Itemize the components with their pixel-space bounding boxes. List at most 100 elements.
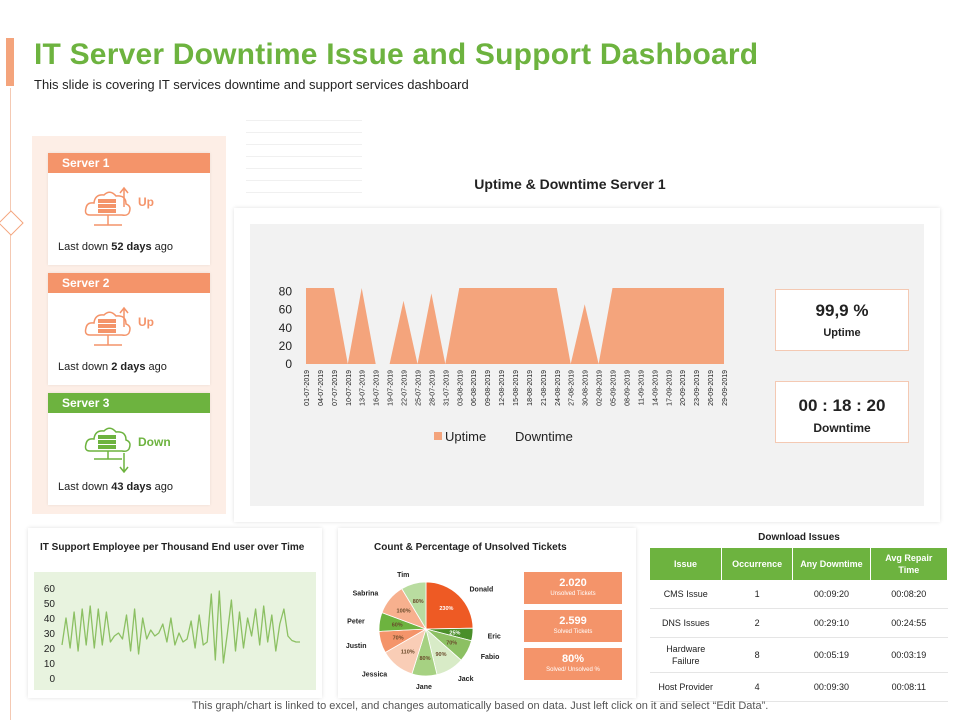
x-tick-label: 21-08-2019: [541, 370, 548, 406]
y-tick-label: 0: [285, 357, 292, 371]
pie-category-label: Justin: [346, 643, 367, 650]
title-accent-bar: [6, 38, 14, 86]
x-tick-label: 07-07-2019: [332, 370, 339, 406]
server-2-card[interactable]: Server 2 Up Last down 2 days ago: [48, 273, 210, 385]
pie-pct-label: 25%: [449, 630, 460, 636]
pie-category-label: Tim: [397, 572, 409, 579]
uptime-series-area: [306, 288, 724, 364]
uptime-chart-title: Uptime & Downtime Server 1: [474, 176, 666, 192]
server-2-last-down: Last down 2 days ago: [58, 361, 167, 373]
unsolved-tickets-stat: 2.020 Unsolved Tickets: [524, 572, 622, 604]
pie-slice-tim: [401, 581, 427, 631]
server-3-card[interactable]: Server 3 Down Last down 43 days ago: [48, 393, 210, 505]
pie-category-label: Jack: [458, 676, 474, 683]
y-tick-label: 50: [44, 599, 56, 610]
support-chart-title: IT Support Employee per Thousand End use…: [40, 542, 305, 553]
support-line-chart[interactable]: 0 10 20 30 40 50 60: [28, 570, 318, 692]
table-cell: 2: [721, 608, 793, 638]
table-cell: 00:05:19: [792, 637, 871, 673]
table-cell: Host Provider: [650, 672, 722, 702]
table-row: Host Provider 4 00:09:30 00:08:11: [650, 672, 948, 702]
pie-pct-label: 110%: [401, 650, 415, 656]
pie-pct-label: 70%: [393, 635, 404, 641]
solved-ratio-label: Solved/ Unsolved %: [546, 667, 600, 673]
y-tick-label: 20: [44, 644, 56, 655]
uptime-kpi-label: Uptime: [823, 327, 861, 339]
x-tick-label: 11-09-2019: [638, 370, 645, 405]
pie-pct-label: 70%: [446, 641, 457, 647]
downtime-kpi-box: 00 : 18 : 20 Downtime: [775, 381, 909, 443]
table-cell: 00:24:55: [870, 608, 948, 638]
table-cell: Hardware Failure: [650, 637, 722, 673]
x-tick-label: 15-08-2019: [513, 370, 520, 406]
x-tick-label: 10-07-2019: [346, 370, 353, 406]
pie-category-label: Jessica: [362, 672, 387, 679]
x-tick-label: 06-08-2019: [471, 370, 478, 406]
server-2-name: Server 2: [48, 273, 210, 293]
x-tick-label: 25-07-2019: [415, 370, 422, 406]
solved-tickets-stat: 2.599 Solved Tickets: [524, 610, 622, 642]
x-tick-label: 08-09-2019: [624, 370, 631, 406]
x-tick-label: 13-07-2019: [360, 370, 367, 406]
x-tick-label: 01-07-2019: [304, 370, 311, 406]
solved-tickets-label: Solved Tickets: [553, 629, 593, 635]
table-row: DNS Issues 2 00:29:10 00:24:55: [650, 608, 948, 638]
x-tick-label: 12-08-2019: [499, 370, 506, 406]
table-header-row: Issue Occurrence Any Downtime Avg Repair…: [650, 548, 949, 580]
pie-pct-label: 100%: [397, 608, 411, 614]
column-header: Occurrence: [721, 548, 794, 580]
pie-category-label: Peter: [347, 618, 365, 625]
table-cell: 4: [721, 672, 793, 702]
column-header: Issue: [650, 548, 722, 580]
server-1-status: Up: [138, 195, 154, 209]
x-tick-label: 29-09-2019: [722, 370, 729, 406]
tickets-title: Count & Percentage of Unsolved Tickets: [374, 542, 567, 553]
server-3-last-down: Last down 43 days ago: [58, 481, 174, 493]
cloud-server-up-icon: [84, 306, 131, 346]
pie-pct-label: 90%: [435, 652, 446, 658]
pie-pct-label: 80%: [413, 599, 424, 605]
server-2-status: Up: [138, 315, 154, 329]
page-subtitle: This slide is covering IT services downt…: [34, 77, 469, 92]
pie-category-label: Jane: [416, 684, 432, 691]
x-tick-label: 24-08-2019: [555, 370, 562, 406]
pie-category-label: Eric: [488, 634, 501, 641]
pie-pct-label: 230%: [439, 606, 453, 612]
table-row: CMS Issue 1 00:09:20 00:08:20: [650, 580, 948, 609]
y-tick-label: 30: [44, 629, 56, 640]
tickets-pie-chart[interactable]: 230% Donald 25% Eric 70% Fabio 90% Jack 80% Jane 1…: [340, 566, 520, 696]
y-tick-label: 60: [44, 584, 56, 595]
cloud-server-down-icon: [84, 427, 131, 473]
unsolved-tickets-label: Unsolved Tickets: [550, 591, 596, 597]
x-tick-label: 19-07-2019: [388, 370, 395, 406]
left-divider: [10, 88, 11, 720]
x-tick-label: 09-08-2019: [485, 370, 492, 406]
server-1-card[interactable]: Server 1 Up Last down 52 days ago: [48, 153, 210, 265]
x-tick-label: 14-09-2019: [652, 370, 659, 406]
server-1-last-down: Last down 52 days ago: [58, 241, 174, 253]
solved-ratio-stat: 80% Solved/ Unsolved %: [524, 648, 622, 680]
table-cell: 00:03:19: [870, 637, 948, 673]
x-tick-label: 30-08-2019: [583, 370, 590, 406]
uptime-plot-area: [250, 224, 924, 506]
page-title: IT Server Downtime Issue and Support Das…: [34, 38, 759, 71]
table-cell: CMS Issue: [650, 580, 722, 609]
x-tick-label: 23-09-2019: [694, 370, 701, 406]
y-tick-label: 40: [279, 321, 293, 335]
x-tick-label: 05-09-2019: [611, 370, 618, 406]
uptime-chart[interactable]: 0 20 40 60 80 01-07-2019 04-07-2019 07-07-2019 1…: [250, 224, 924, 506]
y-tick-label: 40: [44, 614, 56, 625]
legend-uptime-label: Uptime: [445, 429, 486, 444]
table-row: Hardware Failure 8 00:05:19 00:03:19: [650, 637, 948, 673]
x-tick-label: 03-08-2019: [457, 370, 464, 406]
table-cell: 8: [721, 637, 793, 673]
legend-downtime-label: Downtime: [515, 429, 573, 444]
pie-category-label: Donald: [470, 586, 494, 593]
y-tick-label: 20: [279, 339, 293, 353]
table-cell: DNS Issues: [650, 608, 722, 638]
x-tick-label: 20-09-2019: [680, 370, 687, 406]
x-tick-label: 26-09-2019: [708, 370, 715, 406]
pie-slice-donald: [425, 581, 474, 630]
x-tick-label: 28-07-2019: [429, 370, 436, 406]
x-tick-label: 22-07-2019: [402, 370, 409, 406]
